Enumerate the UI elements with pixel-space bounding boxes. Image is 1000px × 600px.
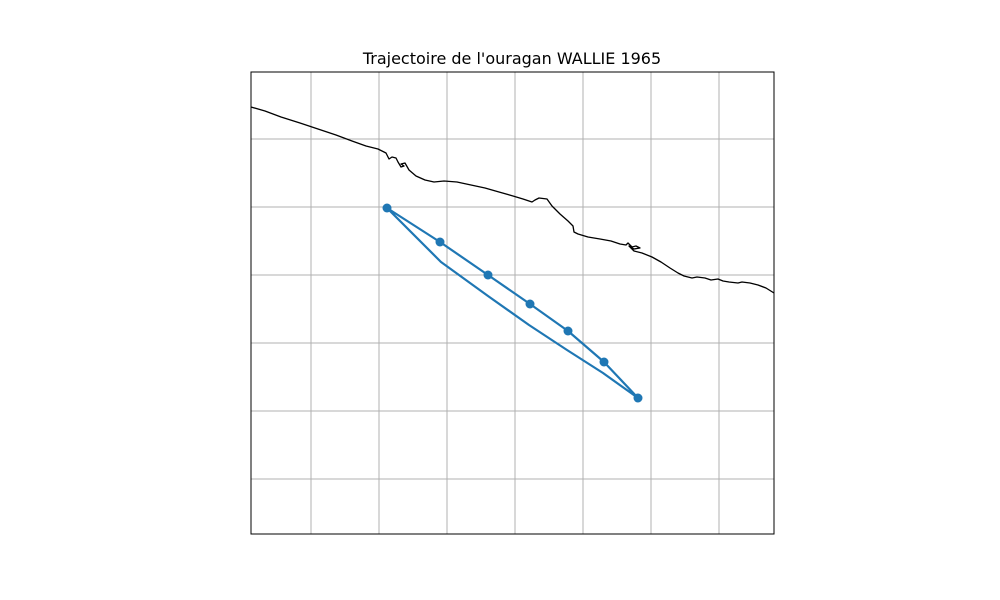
- track-point: [525, 299, 535, 309]
- map-frame: [250, 71, 775, 535]
- map-title: Trajectoire de l'ouragan WALLIE 1965: [362, 49, 661, 68]
- track-point: [599, 357, 609, 367]
- hurricane-track: [382, 203, 643, 403]
- track-point: [563, 326, 573, 336]
- gridlines: [251, 72, 774, 534]
- track-point: [483, 270, 493, 280]
- track-point: [633, 393, 643, 403]
- map-panel: [251, 72, 774, 534]
- coastline: [250, 106, 775, 294]
- track-point: [435, 237, 445, 247]
- track-point: [382, 203, 392, 213]
